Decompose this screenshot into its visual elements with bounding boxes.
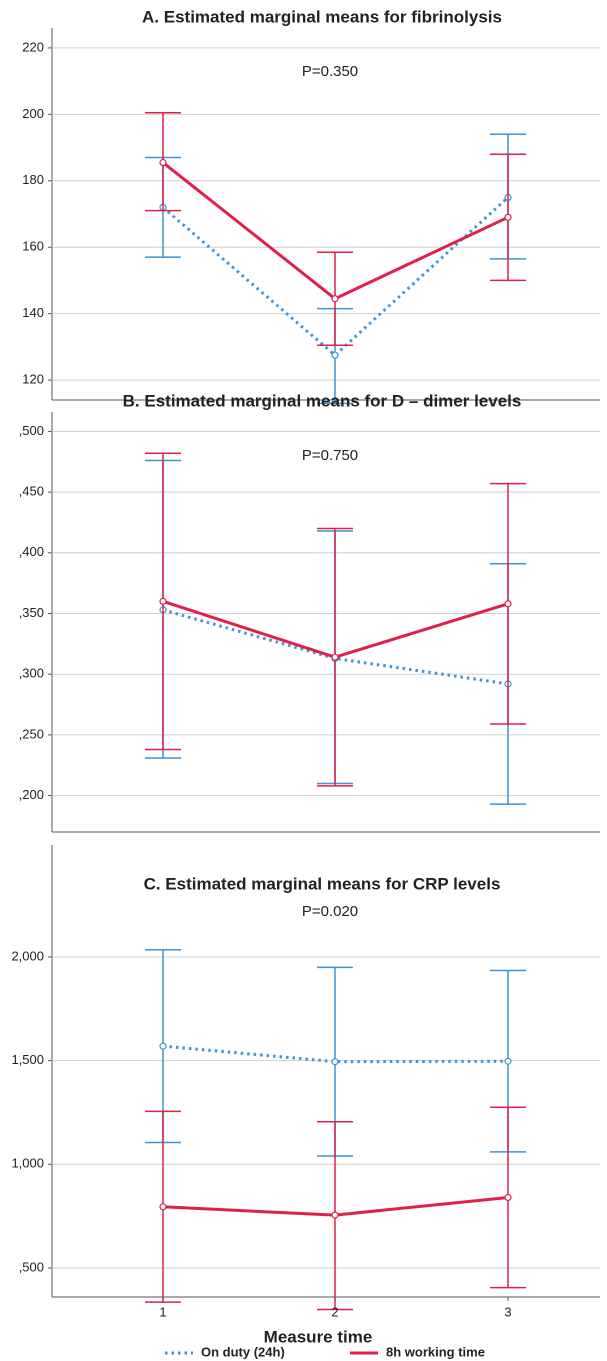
y-tick-label: ,500 — [19, 1259, 44, 1274]
y-tick-label: 180 — [22, 172, 44, 187]
y-tick-label: 140 — [22, 305, 44, 320]
y-tick-label: ,200 — [19, 787, 44, 802]
chart-title: C. Estimated marginal means for CRP leve… — [144, 874, 501, 893]
y-tick-label: 220 — [22, 39, 44, 54]
y-tick-label: 160 — [22, 239, 44, 254]
y-tick-label: 200 — [22, 106, 44, 121]
y-tick-label: 2,000 — [11, 948, 44, 963]
point — [159, 1042, 167, 1050]
y-tick-label: 1,000 — [11, 1156, 44, 1171]
point — [504, 213, 512, 221]
y-tick-label: ,500 — [19, 423, 44, 438]
point — [331, 351, 339, 359]
series-line — [162, 1044, 509, 1064]
point — [331, 653, 339, 661]
y-tick-label: 1,500 — [11, 1052, 44, 1067]
point — [331, 1058, 339, 1066]
y-tick-label: ,250 — [19, 726, 44, 741]
point — [159, 597, 167, 605]
y-tick-label: ,300 — [19, 666, 44, 681]
y-tick-label: ,450 — [19, 484, 44, 499]
legend-label: On duty (24h) — [201, 1344, 285, 1359]
point — [331, 295, 339, 303]
y-tick-label: ,400 — [19, 544, 44, 559]
y-tick-label: 120 — [22, 372, 44, 387]
point — [331, 1211, 339, 1219]
point — [504, 1193, 512, 1202]
chart-title: B. Estimated marginal means for D – dime… — [123, 391, 522, 410]
legend-label: 8h working time — [386, 1344, 485, 1359]
x-axis-label: Measure time — [264, 1327, 373, 1346]
annotation: P=0.020 — [302, 903, 358, 920]
x-tick-label: 2 — [331, 1304, 338, 1319]
x-tick-label: 3 — [504, 1304, 511, 1319]
point — [159, 1203, 167, 1211]
y-tick-label: ,350 — [19, 605, 44, 620]
series-line — [162, 608, 509, 686]
chart-title: A. Estimated marginal means for fibrinol… — [142, 7, 502, 26]
point — [504, 600, 512, 608]
annotation: P=0.750 — [302, 447, 358, 464]
annotation: P=0.350 — [302, 63, 358, 80]
x-tick-label: 1 — [159, 1304, 166, 1319]
point — [504, 1057, 512, 1065]
point — [159, 158, 167, 167]
